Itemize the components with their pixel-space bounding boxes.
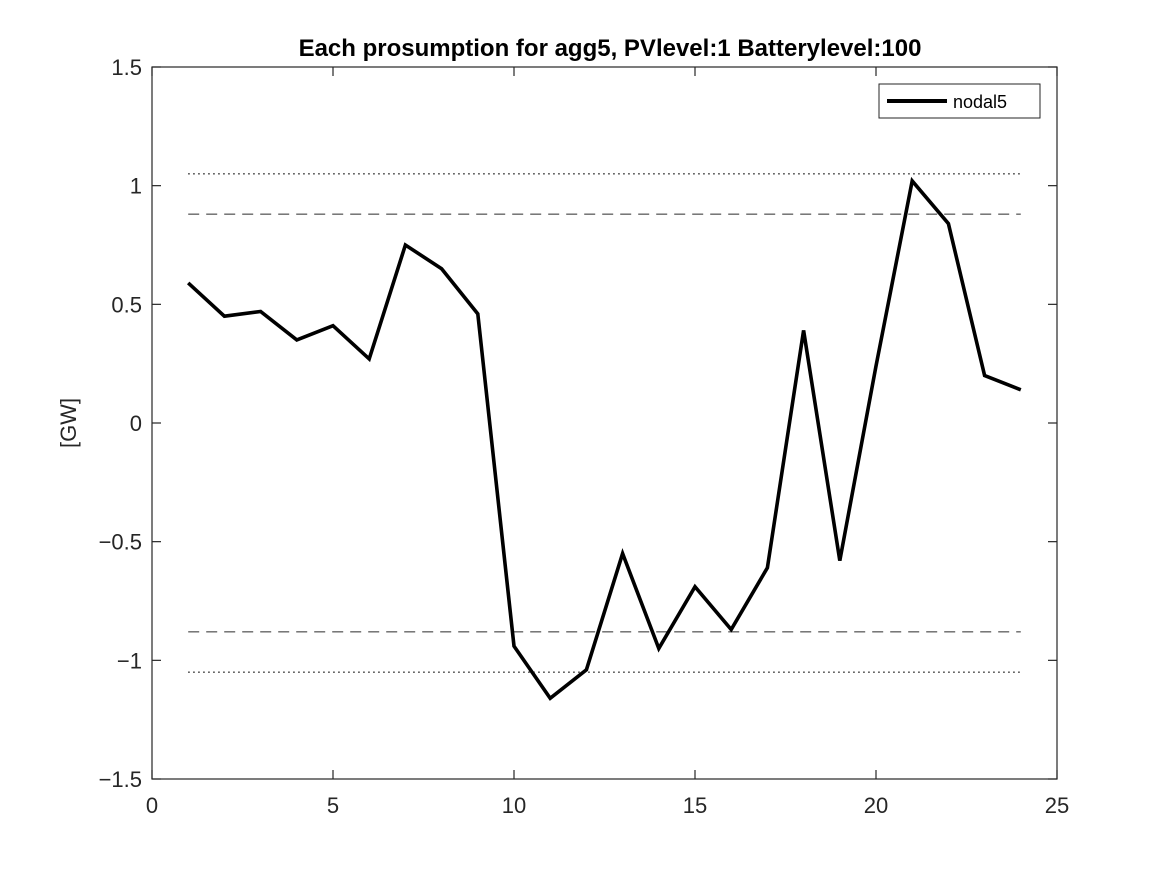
- y-tick-label: 1.5: [111, 55, 142, 80]
- legend: nodal5: [878, 83, 1041, 119]
- series-group: [186, 176, 1022, 701]
- x-tick-label: 10: [502, 793, 526, 818]
- x-tick-label: 0: [146, 793, 158, 818]
- x-tick-label: 20: [864, 793, 888, 818]
- x-tick-label: 5: [327, 793, 339, 818]
- y-tick-label: 0: [130, 411, 142, 436]
- y-tick-label: −0.5: [99, 530, 142, 555]
- legend-label-nodal5: nodal5: [953, 92, 1007, 112]
- y-tick-label: 0.5: [111, 292, 142, 317]
- y-tick-label: 1: [130, 174, 142, 199]
- y-tick-label: −1: [117, 648, 142, 673]
- reference-lines: [188, 173, 1021, 673]
- series-line-nodal5: [186, 176, 1022, 701]
- y-tick-label: −1.5: [99, 767, 142, 792]
- axes: 0 5 10 15 20 25 −1.5 −1 −0.5 0 0.5 1 1.5: [99, 55, 1070, 818]
- x-tick-label: 15: [683, 793, 707, 818]
- chart-title: Each prosumption for agg5, PVlevel:1 Bat…: [299, 35, 922, 62]
- x-tick-label: 25: [1045, 793, 1069, 818]
- y-axis-label: [GW]: [56, 398, 81, 448]
